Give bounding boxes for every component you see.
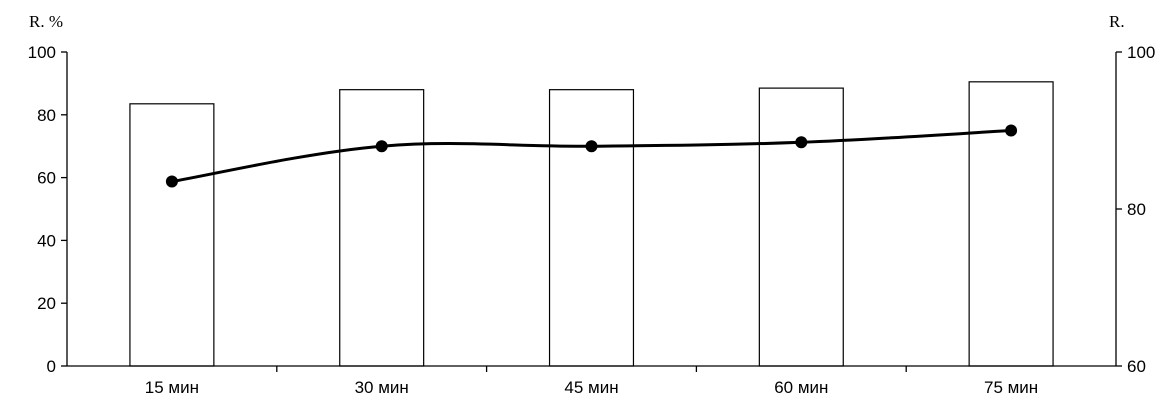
line-point [165, 175, 178, 188]
bars [129, 81, 1054, 367]
bar [758, 87, 844, 367]
line-series [165, 124, 1018, 188]
bar [129, 103, 215, 367]
left-tick-label: 60 [37, 169, 56, 188]
left-tick-label: 80 [37, 106, 56, 125]
x-tick-label: 60 мин [774, 378, 828, 397]
line-point [375, 140, 388, 153]
right-tick-label: 60 [1127, 357, 1146, 376]
line-point [1005, 124, 1018, 137]
line-point [585, 140, 598, 153]
x-tick-label: 15 мин [145, 378, 199, 397]
bar [339, 89, 425, 367]
x-tick-label: 30 мин [355, 378, 409, 397]
x-tick-label: 75 мин [984, 378, 1038, 397]
left-tick-label: 0 [47, 357, 56, 376]
left-axis-title: R. % [29, 12, 63, 31]
left-tick-label: 40 [37, 231, 56, 250]
line-point [795, 136, 808, 149]
x-tick-label: 45 мин [564, 378, 618, 397]
right-axis-title: R. [1109, 12, 1125, 31]
bar [548, 89, 635, 367]
axes: 0 20 40 60 80 100 60 80 100 15 мин 30 мин 45 мин 60 … [28, 43, 1156, 397]
left-tick-label: 20 [37, 294, 56, 313]
left-tick-label: 100 [28, 43, 56, 62]
right-tick-label: 100 [1127, 43, 1155, 62]
bar [968, 81, 1054, 367]
right-tick-label: 80 [1127, 200, 1146, 219]
